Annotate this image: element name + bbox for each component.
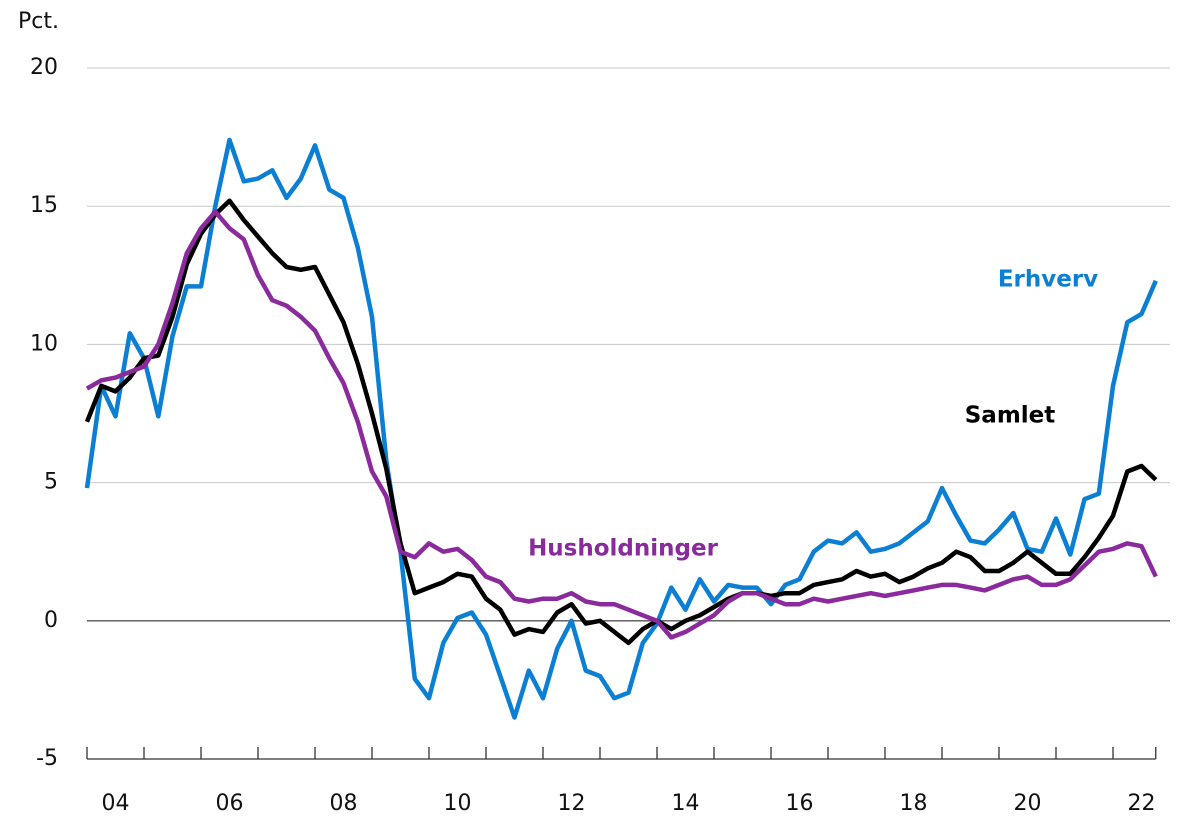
- x-tick-label: 12: [558, 791, 586, 816]
- series-label: Husholdninger: [528, 536, 719, 562]
- series-line: [84, 137, 1158, 720]
- y-axis-label: Pct.: [18, 9, 59, 34]
- series-line: [84, 198, 1158, 646]
- series-line: [85, 209, 1158, 640]
- y-tick-label: 0: [44, 608, 58, 633]
- x-tick-label: 20: [1014, 791, 1042, 816]
- x-tick-label: 06: [216, 791, 244, 816]
- x-tick-label: 08: [330, 791, 358, 816]
- y-tick-label: 15: [30, 193, 58, 218]
- x-tick-label: 14: [672, 791, 700, 816]
- y-tick-label: 5: [44, 470, 58, 495]
- series-label: Samlet: [965, 403, 1056, 429]
- x-tick-label: 18: [900, 791, 928, 816]
- series-label: Erhverv: [998, 267, 1098, 293]
- y-tick-label: -5: [36, 746, 58, 771]
- y-tick-label: 20: [30, 55, 58, 80]
- x-tick-label: 22: [1128, 791, 1156, 816]
- x-tick-label: 10: [444, 791, 472, 816]
- y-tick-label: 10: [30, 331, 58, 356]
- x-tick-label: 16: [786, 791, 814, 816]
- x-tick-label: 04: [102, 791, 130, 816]
